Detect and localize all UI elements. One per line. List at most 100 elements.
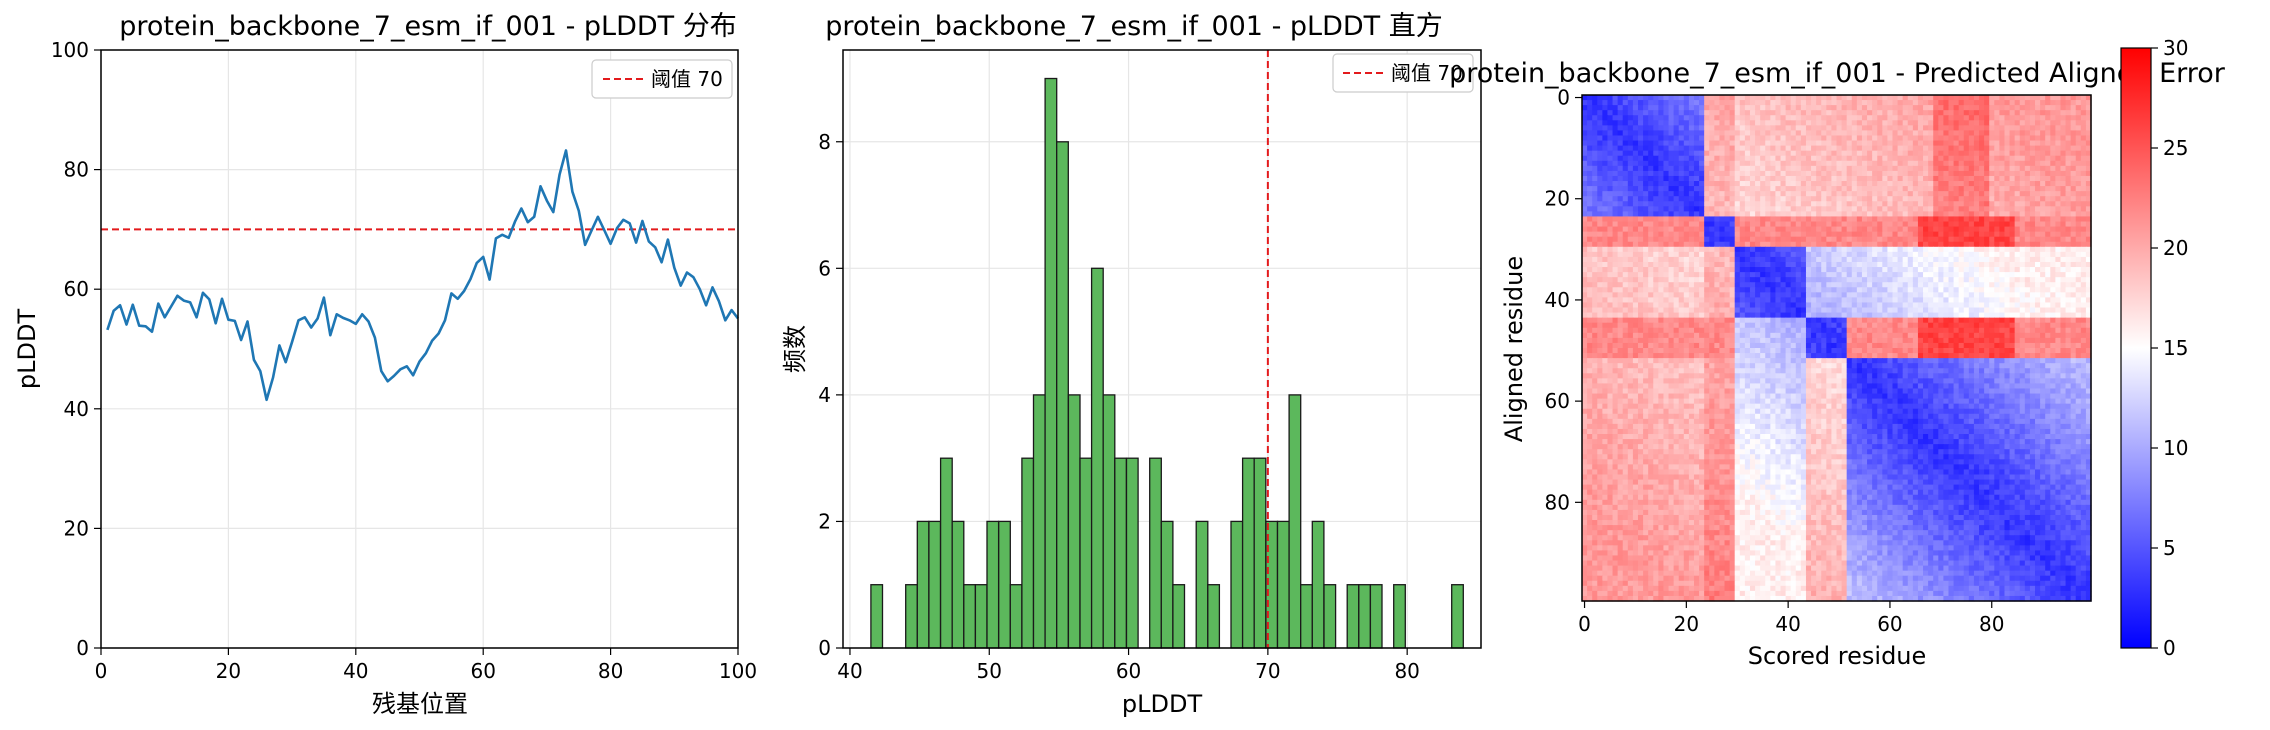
- pae-cell: [1892, 206, 1899, 212]
- pae-cell: [1658, 272, 1665, 278]
- pae-cell: [1648, 337, 1654, 344]
- pae-cell: [1582, 170, 1588, 177]
- pae-cell: [1856, 206, 1863, 212]
- pae-cell: [2055, 302, 2062, 309]
- pae-cell: [1836, 317, 1843, 324]
- pae-cell: [1923, 206, 1929, 212]
- pae-cell: [1678, 307, 1685, 314]
- pae-cell: [1597, 170, 1603, 177]
- pae-cell: [2019, 231, 2026, 238]
- pae-cell: [1709, 206, 1715, 212]
- pae-cell: [1882, 145, 1888, 152]
- pae-cell: [1668, 312, 1675, 319]
- pae-cell: [1699, 231, 1705, 238]
- pae-cell: [1963, 100, 1970, 106]
- pae-cell: [1846, 145, 1853, 152]
- pae-cell: [1673, 140, 1680, 147]
- pae-cell: [1851, 256, 1858, 263]
- pae-cell: [1917, 251, 1924, 258]
- pae-cell: [1902, 256, 1909, 263]
- pae-cell: [1963, 175, 1970, 182]
- pae-cell: [1861, 160, 1868, 167]
- pae-cell: [1602, 201, 1609, 207]
- pae-cell: [1877, 327, 1883, 334]
- pae-cell: [1760, 287, 1766, 293]
- pae-cell: [1897, 211, 1904, 218]
- pae-cell: [1831, 191, 1838, 197]
- pae-cell: [2040, 236, 2046, 243]
- pae-cell: [2075, 221, 2082, 228]
- pae-cell: [1734, 251, 1741, 258]
- pae-cell: [1938, 211, 1944, 218]
- pae-cell: [1765, 196, 1771, 202]
- pae-cell: [2060, 231, 2067, 238]
- pae-cell: [1714, 337, 1721, 344]
- pae-cell: [1668, 256, 1675, 263]
- pae-cell: [1592, 145, 1598, 152]
- pae-cell: [1653, 261, 1659, 268]
- pae-cell: [1790, 317, 1797, 324]
- pae-cell: [2050, 175, 2056, 182]
- pae-cell: [2019, 130, 2026, 137]
- pae-cell: [1826, 100, 1833, 106]
- pae-cell: [1678, 272, 1685, 278]
- pae-cell: [1637, 181, 1644, 187]
- pae-cell: [1928, 267, 1934, 273]
- pae-cell: [1587, 312, 1593, 319]
- pae-cell: [1953, 140, 1960, 147]
- pae-cell: [1989, 110, 1995, 116]
- pae-cell: [1749, 261, 1756, 268]
- pae-cell: [1765, 272, 1771, 278]
- pae-cell: [1617, 115, 1624, 121]
- pae-cell: [1658, 110, 1665, 116]
- pae-cell: [2065, 130, 2072, 137]
- pae-cell: [1622, 261, 1629, 268]
- pae-cell: [1856, 297, 1863, 304]
- pae-cell: [1963, 211, 1970, 218]
- pae-cell: [1612, 322, 1619, 329]
- pae-cell: [2035, 155, 2041, 162]
- pae-cell: [1678, 332, 1685, 339]
- pae-cell: [1979, 105, 1985, 111]
- pae-cell: [1816, 287, 1822, 293]
- pae-cell: [1765, 297, 1771, 304]
- pae-cell: [1912, 231, 1919, 238]
- pae-cell: [1668, 302, 1675, 309]
- pae-cell: [1912, 135, 1919, 142]
- pae-cell: [1867, 226, 1873, 233]
- pae-cell: [1714, 256, 1721, 263]
- pae-cell: [2060, 181, 2067, 187]
- pae-cell: [1699, 165, 1705, 172]
- pae-cell: [1643, 110, 1649, 116]
- pae-cell: [1882, 221, 1888, 228]
- pae-cell: [1846, 267, 1853, 273]
- pae-cell: [1719, 297, 1726, 304]
- pae-cell: [1627, 307, 1634, 314]
- pae-cell: [1994, 221, 2000, 228]
- pae-cell: [1663, 110, 1670, 116]
- pae-cell: [1612, 145, 1619, 152]
- pae-cell: [2024, 246, 2031, 253]
- pae-cell: [1648, 211, 1654, 218]
- pae-cell: [1836, 297, 1843, 304]
- pae-cell: [1963, 130, 1970, 137]
- pae-cell: [1912, 297, 1919, 304]
- pae-cell: [1816, 160, 1822, 167]
- pae-cell: [1999, 292, 2006, 298]
- pae-cell: [1653, 332, 1659, 339]
- pae-cell: [1587, 211, 1593, 218]
- pae-cell: [1607, 181, 1614, 187]
- pae-cell: [1790, 332, 1797, 339]
- pae-cell: [1780, 105, 1787, 111]
- pae-cell: [1994, 140, 2000, 147]
- pae-cell: [1831, 145, 1838, 152]
- pae-cell: [2060, 246, 2067, 253]
- pae-cell: [1867, 261, 1873, 268]
- histogram-bar: [998, 520, 1011, 649]
- pae-cell: [1867, 150, 1873, 157]
- histogram-bar: [1230, 520, 1244, 649]
- pae-cell: [2029, 175, 2036, 182]
- pae-cell: [1841, 267, 1848, 273]
- y-tick-label: 8: [818, 130, 831, 154]
- pae-cell: [1805, 125, 1812, 132]
